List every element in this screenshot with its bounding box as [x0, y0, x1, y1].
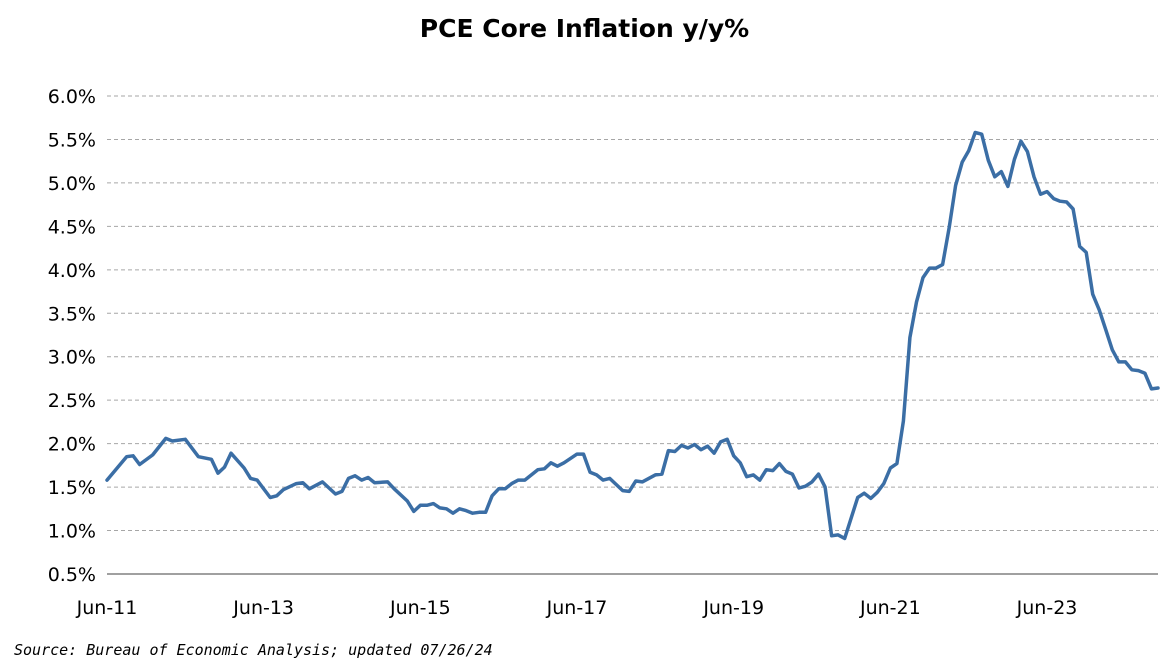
y-tick-labels: 0.5% 1.0% 1.5% 2.0% 2.5% 3.0% 3.5% 4.0% 4.5% 5.0%…	[48, 86, 96, 586]
y-tick-label: 3.5%	[48, 303, 96, 325]
x-tick-label: Jun-19	[702, 597, 764, 619]
x-tick-label: Jun-15	[389, 597, 451, 619]
x-tick-label: Jun-13	[232, 597, 294, 619]
y-tick-label: 4.5%	[48, 216, 96, 238]
y-tick-label: 1.0%	[48, 521, 96, 543]
y-tick-label: 2.0%	[48, 434, 96, 456]
y-tick-label: 4.0%	[48, 260, 96, 282]
y-tick-label: 1.5%	[48, 477, 96, 499]
x-tick-label: Jun-21	[859, 597, 921, 619]
y-tick-label: 5.5%	[48, 129, 96, 151]
x-tick-label: Jun-17	[546, 597, 608, 619]
y-tick-label: 0.5%	[48, 564, 96, 586]
y-tick-label: 5.0%	[48, 173, 96, 195]
x-tick-labels: Jun-11 Jun-13 Jun-15 Jun-17 Jun-19 Jun-21 Jun-…	[76, 597, 1078, 619]
y-tick-label: 3.0%	[48, 347, 96, 369]
series-line	[105, 130, 1160, 541]
series-lines	[105, 130, 1160, 541]
gridlines	[107, 95, 1158, 532]
y-tick-label: 6.0%	[48, 86, 96, 108]
y-tick-label: 2.5%	[48, 390, 96, 412]
source-note: Source: Bureau of Economic Analysis; upd…	[14, 641, 493, 659]
x-tick-label: Jun-11	[76, 597, 138, 619]
x-tick-label: Jun-23	[1016, 597, 1078, 619]
chart-title: PCE Core Inflation y/y%	[419, 14, 750, 43]
